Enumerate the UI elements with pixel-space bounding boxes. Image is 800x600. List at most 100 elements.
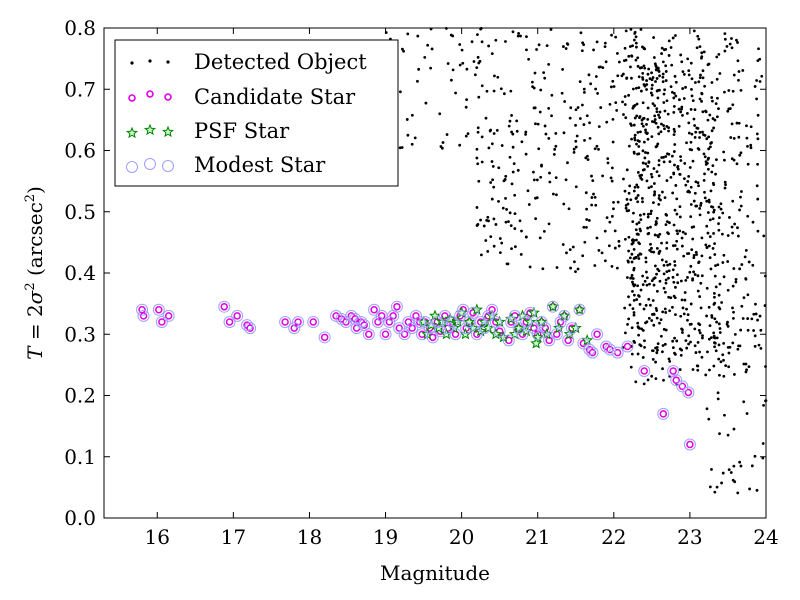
detected-object-point (745, 136, 749, 140)
detected-object-point (646, 117, 650, 121)
detected-object-point (477, 95, 481, 99)
psf-star-point (527, 306, 540, 318)
detected-object-point (473, 73, 477, 77)
detected-object-point (649, 225, 652, 229)
detected-object-point (647, 297, 651, 301)
detected-object-point (573, 260, 576, 264)
detected-object-point (754, 312, 758, 316)
detected-object-point (479, 218, 482, 222)
detected-object-point (756, 137, 760, 141)
detected-object-point (664, 70, 668, 73)
detected-object-point (566, 161, 569, 165)
detected-object-point (739, 328, 743, 332)
detected-object-point (679, 279, 683, 283)
detected-object-point (711, 164, 715, 168)
detected-object-point (539, 88, 543, 92)
detected-object-point (603, 41, 607, 45)
detected-object-point (649, 242, 652, 246)
detected-object-point (585, 218, 589, 221)
detected-object-point (401, 47, 404, 51)
detected-object-point (539, 175, 543, 179)
detected-object-point (657, 252, 661, 255)
detected-object-point (538, 110, 542, 114)
modest-star-point (362, 328, 375, 341)
detected-object-point (662, 92, 666, 96)
detected-object-point (532, 106, 536, 110)
modest-star-point (502, 334, 515, 347)
detected-object-point (627, 235, 631, 239)
detected-object-point (623, 103, 627, 106)
detected-object-point (574, 145, 578, 149)
detected-object-point (680, 236, 684, 240)
modest-star-point (449, 328, 462, 341)
detected-object-point (655, 316, 659, 320)
detected-object-point (568, 248, 572, 252)
detected-object-point (733, 332, 737, 336)
detected-object-point (654, 377, 658, 381)
detected-object-point (661, 75, 665, 79)
detected-object-point (683, 298, 687, 302)
detected-object-point (713, 253, 717, 256)
detected-object-point (654, 68, 658, 72)
detected-object-point (731, 103, 735, 107)
detected-object-point (673, 244, 677, 247)
detected-object-point (475, 147, 479, 151)
modest-star-point (586, 346, 599, 359)
detected-object-point (696, 368, 700, 372)
detected-object-point (710, 129, 714, 133)
detected-object-point (684, 183, 688, 187)
detected-object-point (635, 114, 639, 118)
detected-object-point (614, 101, 618, 105)
detected-object-point (746, 162, 750, 166)
candidate-star-point (220, 302, 228, 311)
detected-object-point (423, 55, 427, 59)
detected-object-point (608, 102, 612, 106)
detected-object-point (705, 224, 709, 228)
detected-object-point (565, 42, 569, 45)
detected-object-point (663, 127, 666, 131)
detected-object-point (722, 253, 726, 257)
detected-object-point (736, 226, 739, 230)
detected-object-point (650, 172, 653, 176)
detected-object-point (733, 480, 737, 484)
candidate-star-point (246, 324, 254, 332)
psf-star-point (463, 315, 476, 328)
detected-object-point (677, 124, 681, 128)
detected-object-point (612, 207, 615, 211)
detected-object-point (635, 183, 639, 187)
detected-object-point (632, 257, 636, 260)
detected-object-point (547, 62, 551, 66)
detected-object-point (676, 281, 680, 285)
detected-object-point (626, 323, 629, 326)
detected-object-point (701, 76, 705, 80)
detected-object-point (758, 80, 762, 83)
detected-object-point (547, 136, 551, 140)
detected-object-point (650, 246, 653, 250)
detected-object-point (722, 358, 725, 362)
detected-object-point (628, 184, 632, 188)
detected-object-point (627, 249, 631, 253)
detected-object-point (697, 148, 701, 151)
detected-object-point (710, 205, 713, 208)
detected-object-point (679, 53, 683, 57)
detected-object-point (756, 162, 760, 166)
detected-object-point (554, 144, 558, 148)
detected-object-point (681, 114, 684, 117)
legend-item-candidate: Candidate Star (128, 85, 356, 109)
detected-object-point (461, 61, 465, 65)
modest-star-point (539, 322, 552, 335)
detected-object-point (653, 104, 657, 107)
detected-object-point (627, 144, 631, 148)
modest-star-point (162, 309, 175, 322)
psf-star-point (478, 315, 491, 328)
detected-object-point (410, 113, 414, 117)
detected-object-point (588, 121, 591, 125)
detected-object-point (715, 336, 719, 340)
candidate-star-point (155, 306, 163, 314)
detected-object-point (692, 199, 696, 203)
detected-object-point (731, 341, 735, 345)
detected-object-point (749, 146, 753, 150)
detected-object-point (738, 208, 741, 212)
detected-object-point (593, 147, 597, 151)
detected-object-point (589, 82, 593, 86)
